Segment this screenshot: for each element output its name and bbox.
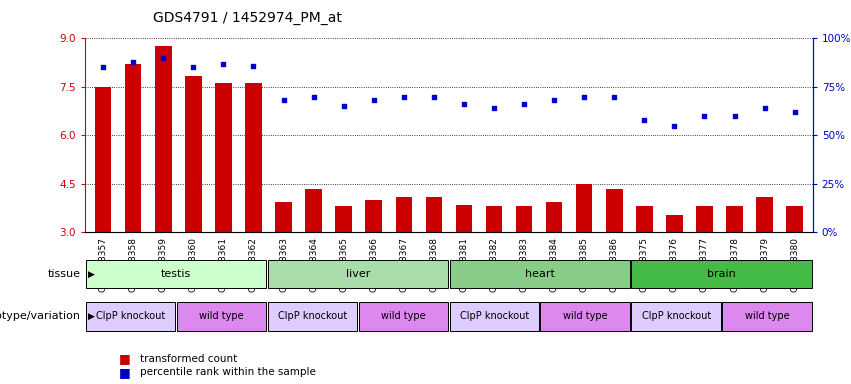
Point (517, 101, 531, 108)
Text: ▶: ▶ (88, 270, 94, 279)
Bar (358, 302, 448, 331)
Point (667, 122, 681, 129)
Text: wild type: wild type (745, 311, 790, 321)
Text: tissue: tissue (48, 269, 81, 279)
Text: ClpP knockout: ClpP knockout (642, 311, 711, 321)
Text: genotype/variation: genotype/variation (0, 311, 81, 321)
Text: transformed count: transformed count (140, 354, 237, 364)
Point (757, 105, 771, 111)
Point (457, 101, 471, 108)
Point (637, 117, 651, 123)
Text: wild type: wild type (199, 311, 244, 321)
Bar (267, 302, 357, 331)
Text: heart: heart (525, 269, 555, 279)
Point (577, 94, 591, 100)
Bar (757, 197, 773, 232)
Bar (426, 197, 443, 232)
Text: ■: ■ (119, 366, 131, 379)
Point (337, 103, 351, 109)
Text: percentile rank within the sample: percentile rank within the sample (140, 367, 317, 377)
Point (608, 94, 621, 100)
Point (698, 113, 711, 119)
Bar (177, 302, 266, 331)
Text: brain: brain (707, 269, 736, 279)
Bar (335, 207, 352, 232)
Bar (576, 184, 592, 232)
Bar (726, 207, 743, 232)
Bar (125, 64, 141, 232)
Point (277, 98, 290, 104)
Bar (666, 215, 683, 232)
Text: wild type: wild type (381, 311, 426, 321)
Bar (631, 260, 812, 288)
Bar (516, 207, 533, 232)
Text: ClpP knockout: ClpP knockout (278, 311, 347, 321)
Text: GDS4791 / 1452974_PM_at: GDS4791 / 1452974_PM_at (153, 11, 342, 25)
Bar (396, 197, 412, 232)
Text: ■: ■ (119, 353, 131, 366)
Point (487, 105, 500, 111)
Point (547, 98, 561, 104)
Bar (449, 260, 631, 288)
Bar (86, 260, 266, 288)
Bar (449, 302, 540, 331)
Point (397, 94, 411, 100)
Point (127, 59, 140, 65)
Text: wild type: wild type (563, 311, 608, 321)
Point (157, 55, 170, 61)
Text: testis: testis (161, 269, 191, 279)
Bar (696, 207, 713, 232)
Bar (365, 200, 382, 232)
Point (96, 65, 110, 71)
Bar (486, 207, 502, 232)
Point (728, 113, 741, 119)
Text: ClpP knockout: ClpP knockout (96, 311, 165, 321)
Point (788, 109, 802, 115)
Bar (786, 207, 803, 232)
Bar (185, 76, 202, 232)
Bar (631, 302, 721, 331)
Text: liver: liver (346, 269, 370, 279)
Bar (545, 202, 563, 232)
Bar (94, 87, 111, 232)
Bar (215, 83, 231, 232)
Bar (275, 202, 292, 232)
Text: ClpP knockout: ClpP knockout (460, 311, 529, 321)
Point (307, 94, 321, 100)
Text: ▶: ▶ (88, 312, 94, 321)
Bar (455, 205, 472, 232)
Bar (306, 189, 322, 232)
Bar (540, 302, 631, 331)
Point (186, 65, 200, 71)
Point (247, 63, 260, 69)
Point (427, 94, 441, 100)
Bar (245, 83, 262, 232)
Point (217, 61, 231, 67)
Bar (722, 302, 812, 331)
Point (367, 98, 380, 104)
Bar (86, 302, 175, 331)
Bar (606, 189, 623, 232)
Bar (636, 207, 653, 232)
Bar (267, 260, 448, 288)
Bar (155, 46, 172, 232)
